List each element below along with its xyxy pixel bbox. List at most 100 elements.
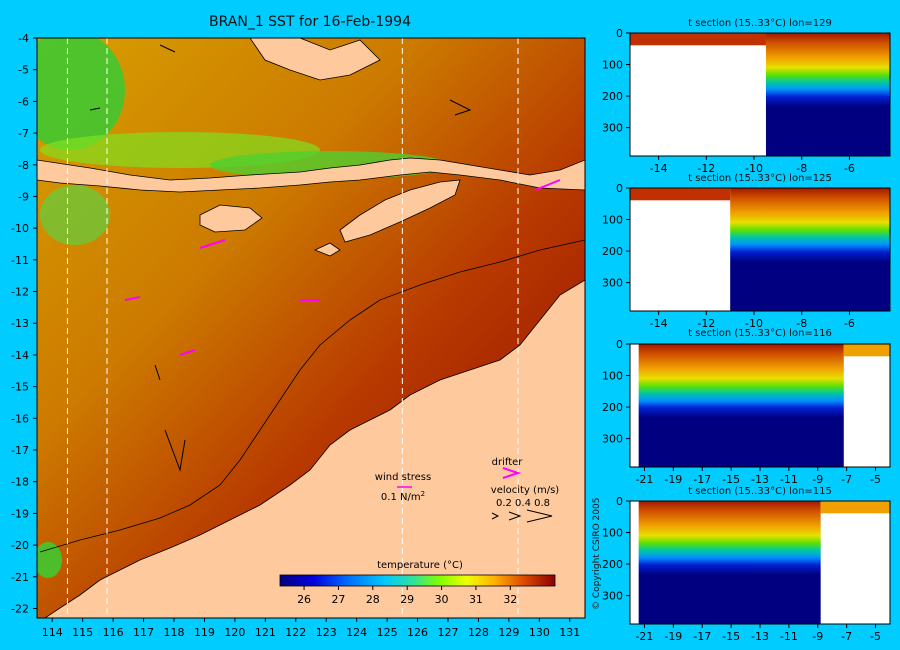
x-tick-label: -19 bbox=[664, 630, 682, 643]
wind-vector bbox=[154, 364, 161, 381]
section-title-lon-129: t section (15..33°C) lon=129 bbox=[688, 18, 832, 29]
x-tick-label: -12 bbox=[697, 162, 715, 175]
x-tick-label: -21 bbox=[635, 630, 653, 643]
section-temperature-field bbox=[765, 33, 890, 156]
y-tick-label: 200 bbox=[602, 401, 623, 414]
x-tick-label: -9 bbox=[812, 630, 823, 643]
drifter-arrow bbox=[534, 179, 561, 191]
x-tick-label: 126 bbox=[407, 626, 428, 639]
y-tick-label: 100 bbox=[602, 370, 623, 383]
x-tick-label: 125 bbox=[377, 626, 398, 639]
x-tick-label: -10 bbox=[745, 317, 763, 330]
x-tick-label: 123 bbox=[316, 626, 337, 639]
x-tick-label: 127 bbox=[438, 626, 459, 639]
x-tick-label: -17 bbox=[693, 473, 711, 486]
y-tick-label: -14 bbox=[11, 349, 29, 362]
section-title-lon-116: t section (15..33°C) lon=116 bbox=[688, 328, 832, 339]
y-tick-label: 200 bbox=[602, 90, 623, 103]
x-tick-label: -5 bbox=[870, 630, 881, 643]
x-tick-label: 119 bbox=[194, 626, 215, 639]
x-tick-label: -15 bbox=[722, 630, 740, 643]
x-tick-label: 114 bbox=[42, 626, 63, 639]
x-tick-label: -19 bbox=[664, 473, 682, 486]
section-frame bbox=[629, 187, 891, 312]
wind-stress-label: wind stress bbox=[375, 472, 431, 483]
velocity-label: velocity (m/s) bbox=[491, 485, 559, 496]
section-lines bbox=[66, 38, 519, 618]
x-tick-label: 116 bbox=[103, 626, 124, 639]
y-tick-label: 0 bbox=[616, 182, 623, 195]
section-shelf-water bbox=[843, 344, 890, 357]
section-panel: -14 -12 -10 -8 -6 0 100 200 300 bbox=[602, 182, 891, 330]
map-x-axis: 114 115 116 117 118 119 120 121 122 123 124 125 126 1… bbox=[42, 618, 580, 639]
x-tick-label: 120 bbox=[224, 626, 245, 639]
x-tick-label: 129 bbox=[498, 626, 519, 639]
shelf-contour bbox=[39, 239, 585, 553]
section-frame bbox=[629, 32, 891, 157]
x-tick-label: -12 bbox=[697, 317, 715, 330]
section-title-lon-115: t section (15..33°C) lon=115 bbox=[688, 486, 832, 497]
colorbar bbox=[279, 574, 556, 587]
colorbar-ticks: 26 27 28 29 30 31 32 bbox=[297, 586, 517, 606]
y-tick-label: 0 bbox=[616, 338, 623, 351]
section-temperature-field bbox=[730, 188, 890, 311]
wind-vector bbox=[164, 429, 186, 472]
land-north bbox=[37, 157, 585, 193]
land-sumba bbox=[199, 204, 263, 233]
x-tick-label: 131 bbox=[559, 626, 580, 639]
drifter-arrow bbox=[199, 239, 226, 249]
x-tick-label: -6 bbox=[844, 317, 855, 330]
colorbar-tick-label: 26 bbox=[297, 593, 311, 606]
y-tick-label: -15 bbox=[11, 381, 29, 394]
y-tick-label: -9 bbox=[18, 190, 29, 203]
y-tick-label: -11 bbox=[11, 254, 29, 267]
y-tick-label: 0 bbox=[616, 495, 623, 508]
drifter-label: drifter bbox=[492, 457, 524, 468]
map-frame bbox=[36, 37, 586, 619]
colorbar-tick-label: 27 bbox=[331, 593, 345, 606]
x-tick-label: 121 bbox=[255, 626, 276, 639]
x-tick-label: -5 bbox=[870, 473, 881, 486]
y-tick-label: 300 bbox=[602, 433, 623, 446]
section-shelf-water bbox=[820, 501, 890, 514]
y-tick-label: 0 bbox=[616, 27, 623, 40]
x-tick-label: -9 bbox=[812, 473, 823, 486]
x-tick-label: -6 bbox=[844, 162, 855, 175]
x-tick-label: 117 bbox=[133, 626, 154, 639]
y-tick-label: 200 bbox=[602, 558, 623, 571]
wind-vector bbox=[159, 44, 176, 53]
x-tick-label: -15 bbox=[722, 473, 740, 486]
y-tick-label: 200 bbox=[602, 245, 623, 258]
copyright-notice: © Copyright CSIRO 2005 bbox=[592, 497, 602, 610]
section-title-lon-125: t section (15..33°C) lon=125 bbox=[688, 173, 832, 184]
x-tick-label: -8 bbox=[796, 317, 807, 330]
y-tick-label: 300 bbox=[602, 590, 623, 603]
y-tick-label: -20 bbox=[11, 539, 29, 552]
drifter-arrow bbox=[124, 296, 141, 301]
y-tick-label: -21 bbox=[11, 571, 29, 584]
y-tick-label: -10 bbox=[11, 222, 29, 235]
x-tick-label: 115 bbox=[72, 626, 93, 639]
page-title: BRAN_1 SST for 16-Feb-1994 bbox=[209, 14, 411, 30]
y-tick-label: -18 bbox=[11, 476, 29, 489]
wind-stress-value: 0.1 N/m2 bbox=[381, 490, 425, 503]
y-tick-label: -17 bbox=[11, 444, 29, 457]
velocity-arrows-icon bbox=[491, 509, 553, 523]
section-temperature-field bbox=[638, 344, 844, 467]
y-tick-label: -19 bbox=[11, 507, 29, 520]
y-tick-label: 100 bbox=[602, 214, 623, 227]
section-panels: -14 -12 -10 -8 -6 0 100 200 300 -14 -12 -10 -8 -6 0 100… bbox=[602, 27, 891, 643]
y-tick-label: 300 bbox=[602, 277, 623, 290]
y-tick-label: -7 bbox=[18, 127, 29, 140]
y-tick-label: -22 bbox=[11, 602, 29, 615]
section-shelf-water bbox=[630, 188, 731, 201]
section-temperature-field bbox=[638, 501, 821, 624]
y-tick-label: -4 bbox=[18, 32, 29, 45]
x-tick-label: -13 bbox=[751, 630, 769, 643]
colorbar-tick-label: 31 bbox=[469, 593, 483, 606]
section-shelf-water bbox=[630, 33, 766, 46]
colorbar-tick-label: 30 bbox=[435, 593, 449, 606]
drifter-arrow-icon bbox=[502, 467, 522, 479]
land-timor bbox=[339, 179, 461, 243]
